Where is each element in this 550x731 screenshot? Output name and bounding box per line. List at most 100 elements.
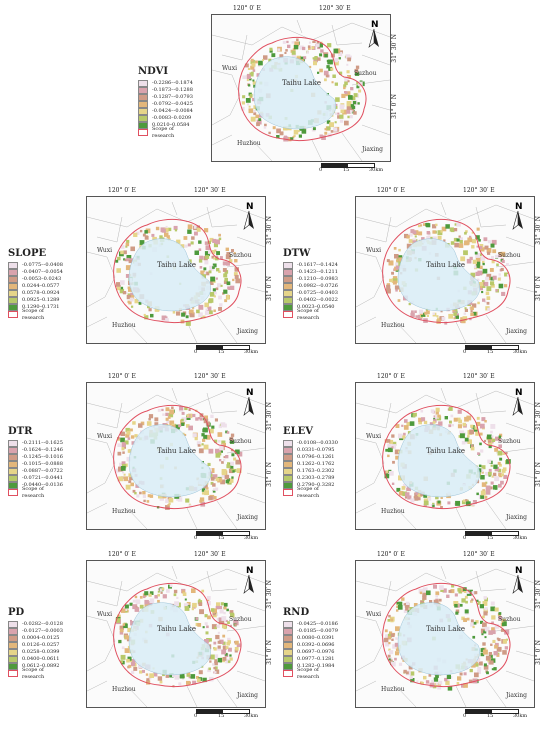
value-cell (269, 49, 273, 53)
value-cell (504, 284, 508, 288)
scale-number: 0 (319, 167, 323, 173)
value-cell (209, 428, 214, 434)
value-cell (479, 244, 484, 248)
value-cell (392, 280, 397, 285)
value-cell (407, 495, 412, 500)
value-cell (120, 466, 126, 471)
value-cell (186, 680, 190, 685)
place-label-wuxi: Wuxi (97, 247, 112, 254)
value-cell (482, 298, 486, 302)
value-cell (461, 683, 465, 688)
legend-row: -0.2286–-0.1874 (138, 80, 193, 87)
value-cell (258, 60, 263, 66)
legend-row: 0.0023–0.0540 (283, 304, 338, 311)
legend-range: -0.1624–-0.1246 (22, 447, 63, 453)
north-label: N (515, 202, 523, 212)
legend-range: -0.0725–-0.0403 (297, 290, 338, 296)
value-cell (159, 235, 163, 239)
value-cell (234, 274, 239, 279)
value-cell (500, 267, 504, 271)
value-cell (208, 638, 212, 642)
value-cell (498, 473, 503, 478)
value-cell (458, 589, 463, 594)
value-cell (466, 415, 472, 421)
value-cell (501, 618, 506, 623)
lon-label-elev-1: 120° 0′ E (377, 373, 405, 380)
place-label-huzhou: Huzhou (112, 686, 136, 693)
value-cell (426, 314, 429, 317)
value-cell (251, 62, 256, 67)
legend-pd: PD -0.0282–-0.0128 -0.0127–-0.0003 0.0004–0… (8, 607, 63, 680)
value-cell (479, 246, 483, 249)
value-cell (198, 598, 201, 601)
value-cell (214, 671, 217, 674)
lat-label-elev-2: 31° 0′ N (535, 462, 542, 487)
value-cell (338, 57, 341, 60)
value-cell (234, 621, 239, 626)
value-cell (396, 603, 399, 606)
value-cell (490, 606, 496, 612)
value-cell (436, 319, 441, 324)
value-cell (136, 231, 140, 235)
value-cell (210, 281, 214, 285)
value-cell (464, 308, 468, 312)
value-cell (285, 49, 288, 52)
value-cell (212, 489, 216, 493)
value-cell (344, 77, 349, 83)
value-cell (470, 310, 473, 313)
value-cell (190, 674, 196, 679)
admin-boundary (485, 500, 507, 529)
value-cell (125, 635, 130, 640)
admin-boundary (216, 500, 238, 529)
value-cell (461, 318, 466, 324)
value-cell (186, 424, 190, 428)
value-cell (200, 315, 204, 319)
value-cell (425, 680, 430, 684)
value-cell (435, 591, 440, 596)
value-cell (330, 53, 335, 58)
legend-swatch (283, 290, 293, 297)
admin-boundary (226, 447, 265, 454)
legend-row: -0.1287–-0.0793 (138, 94, 193, 101)
value-cell (245, 98, 251, 103)
value-cell (176, 596, 179, 599)
value-cell (467, 435, 470, 438)
north-arrow-icon: N (368, 20, 379, 48)
legend-swatch (283, 656, 293, 663)
legend-swatch (283, 269, 293, 276)
value-cell (326, 120, 331, 124)
value-cell (190, 241, 194, 245)
value-cell (350, 110, 353, 113)
value-cell (482, 268, 488, 274)
legend-swatch (283, 283, 293, 290)
value-cell (423, 223, 426, 226)
admin-boundary (331, 24, 363, 46)
value-cell (481, 284, 486, 288)
value-cell (199, 499, 203, 503)
value-cell (389, 659, 393, 663)
value-cell (432, 312, 435, 315)
lat-label-rnd-2: 31° 0′ N (535, 640, 542, 665)
value-cell (302, 46, 306, 51)
value-cell (462, 422, 466, 427)
value-cell (488, 652, 492, 656)
value-cell (385, 634, 390, 639)
value-cell (443, 239, 446, 242)
value-cell (419, 591, 423, 595)
value-cell (184, 244, 188, 248)
legend-row: -0.0982–-0.0726 (283, 283, 338, 290)
place-label-jiaxing: Jiaxing (505, 692, 527, 699)
value-cell (116, 268, 121, 273)
legend-range: 0.1262–0.1762 (297, 461, 335, 467)
legend-row: 0.1262–0.1762 (283, 461, 338, 468)
value-cell (294, 45, 299, 50)
legend-row: -0.0440–-0.0136 (8, 482, 63, 489)
legend-range: 0.0080–0.0391 (297, 635, 335, 641)
value-cell (389, 650, 394, 655)
scale-number: 15 (487, 535, 494, 541)
value-cell (125, 242, 130, 247)
value-cell (237, 451, 243, 457)
value-cell (394, 285, 399, 290)
value-cell (423, 500, 429, 506)
